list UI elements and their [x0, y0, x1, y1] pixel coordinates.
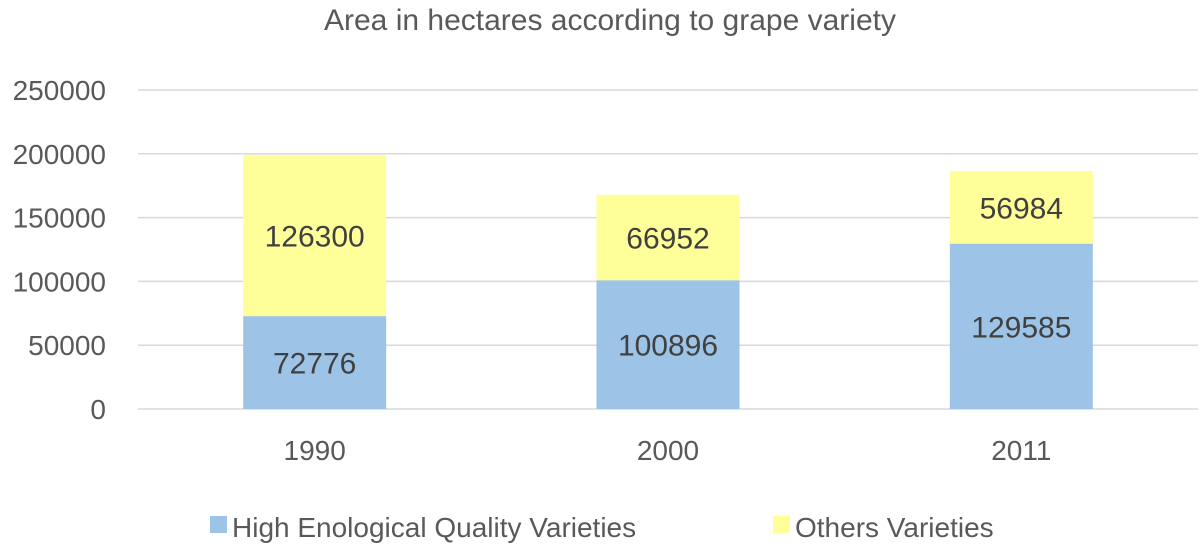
y-tick-label: 200000	[13, 139, 106, 170]
data-label: 126300	[265, 221, 365, 254]
legend-swatch	[773, 516, 790, 533]
chart-title: Area in hectares according to grape vari…	[324, 4, 896, 37]
bar-segment	[596, 280, 740, 409]
y-tick-label: 0	[90, 394, 106, 425]
bar-segment	[949, 170, 1093, 244]
data-label: 129585	[971, 311, 1071, 344]
data-label: 72776	[273, 348, 356, 381]
y-tick-label: 50000	[28, 330, 106, 361]
data-label: 56984	[980, 192, 1063, 225]
y-axis-ticks: 0 50000 100000 150000 200000 250000	[13, 75, 106, 425]
bar-segment	[243, 154, 387, 317]
legend: High Enological Quality Varieties Others …	[210, 512, 994, 543]
x-tick-label: 1990	[284, 435, 346, 466]
bars	[243, 154, 1093, 409]
legend-swatch	[210, 516, 227, 533]
x-tick-label: 2011	[991, 435, 1051, 466]
data-label: 66952	[626, 223, 709, 256]
bar-segment	[243, 316, 387, 409]
legend-label: High Enological Quality Varieties	[232, 512, 636, 543]
bar-segment	[596, 194, 740, 281]
x-tick-label: 2000	[637, 435, 699, 466]
y-tick-label: 150000	[13, 203, 106, 234]
y-tick-label: 100000	[13, 266, 106, 297]
y-tick-label: 250000	[13, 75, 106, 106]
bar-segment	[949, 243, 1093, 409]
data-labels: 72776 126300 100896 66952 129585 56984	[265, 192, 1072, 380]
legend-label: Others Varieties	[795, 512, 994, 543]
data-label: 100896	[618, 330, 718, 363]
x-axis-ticks: 1990 2000 2011	[284, 435, 1052, 466]
